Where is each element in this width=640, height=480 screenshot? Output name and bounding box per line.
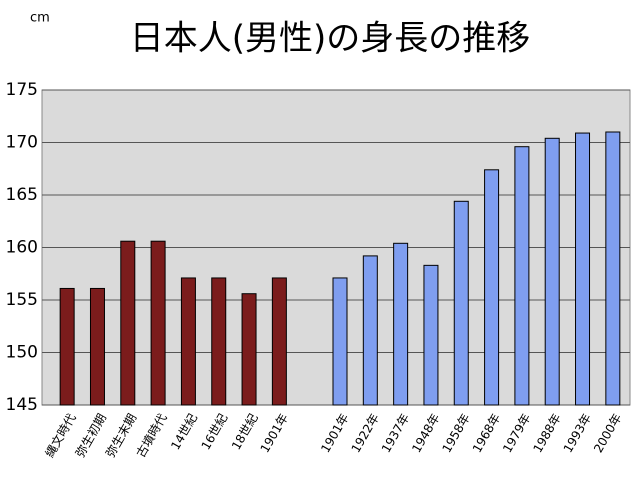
bar <box>241 293 257 406</box>
bar <box>453 200 469 406</box>
bar <box>120 240 136 406</box>
x-tick-label: 1993年 <box>561 411 594 455</box>
bar <box>575 132 591 406</box>
x-tick-label: 16世紀 <box>199 411 231 452</box>
x-tick-label: 1901年 <box>258 411 291 455</box>
x-tick-label: 1922年 <box>349 411 382 455</box>
bar <box>393 242 409 406</box>
y-tick-label: 165 <box>6 185 38 205</box>
bar <box>544 137 560 406</box>
x-tick-label: 1948年 <box>409 411 442 455</box>
x-tick-label: 1937年 <box>379 411 412 455</box>
x-tick-label: 1958年 <box>439 411 472 455</box>
chart-title: 日本人(男性)の身長の推移 <box>130 19 531 59</box>
x-tick-label: 1988年 <box>530 411 563 455</box>
y-tick-label: 145 <box>6 395 38 415</box>
y-tick-label: 150 <box>6 343 38 363</box>
x-tick-label: 1968年 <box>470 411 503 455</box>
x-tick-label: 14世紀 <box>168 411 200 452</box>
unit-label: cm <box>30 11 50 26</box>
bar <box>423 264 439 406</box>
y-tick-label: 155 <box>6 290 38 310</box>
y-tick-label: 175 <box>6 80 38 100</box>
bar <box>89 287 105 406</box>
x-tick-label: 1979年 <box>500 411 533 455</box>
x-tick-label: 1901年 <box>318 411 351 455</box>
x-tick-label: 18世紀 <box>229 411 261 452</box>
x-tick-label: 2000年 <box>591 411 624 455</box>
y-tick-label: 160 <box>6 238 38 258</box>
bar <box>211 277 227 406</box>
bar <box>484 169 500 406</box>
bar <box>362 255 378 406</box>
bar <box>180 277 196 406</box>
bar <box>332 277 348 406</box>
bar <box>150 240 166 406</box>
bar <box>271 277 287 406</box>
bar <box>605 131 621 406</box>
bar <box>514 146 530 406</box>
y-tick-label: 170 <box>6 133 38 153</box>
bar <box>59 287 75 406</box>
